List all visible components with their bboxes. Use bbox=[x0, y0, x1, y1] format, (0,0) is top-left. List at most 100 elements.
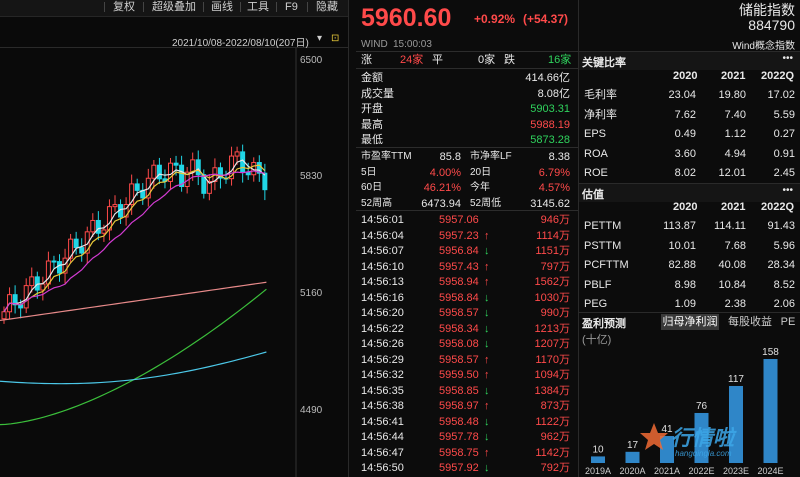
tick-time: 14:56:10 bbox=[361, 260, 404, 273]
y-tick-5160: 5160 bbox=[300, 288, 323, 299]
tick-row[interactable]: 14:56:07 5956.84 ↓ 1151万 bbox=[356, 243, 578, 259]
forecast-bar bbox=[694, 412, 709, 463]
tick-row[interactable]: 14:56:20 5958.57 ↓ 990万 bbox=[356, 305, 578, 321]
tick-price: 5958.08 bbox=[439, 338, 479, 350]
tick-volume: 1213万 bbox=[534, 322, 570, 335]
tick-row[interactable]: 14:56:10 5957.43 ↑ 797万 bbox=[356, 259, 578, 275]
tick-price: 5959.50 bbox=[439, 369, 479, 381]
valuation-year-header: 2020 2021 2022Q bbox=[579, 198, 800, 217]
toolbar-fuquan-button[interactable]: 复权 bbox=[113, 1, 135, 13]
forecast-bar-label: 158 bbox=[762, 347, 779, 358]
ratio-row: ROE 8.02 12.01 2.45 bbox=[579, 164, 800, 183]
candle-body bbox=[129, 183, 135, 206]
tick-price: 5958.85 bbox=[439, 384, 479, 397]
tick-row[interactable]: 14:56:35 5958.85 ↓ 1384万 bbox=[356, 383, 578, 399]
forecast-bar bbox=[625, 451, 640, 463]
ratio-value-2022q: 28.34 bbox=[767, 259, 795, 271]
tick-row[interactable]: 14:56:32 5959.50 ↑ 1094万 bbox=[356, 367, 578, 383]
tick-row[interactable]: 14:56:16 5958.84 ↓ 1030万 bbox=[356, 290, 578, 306]
forecast-bar bbox=[591, 456, 605, 463]
forecast-category-label: 2022E bbox=[688, 466, 714, 476]
lock-icon[interactable]: ⊡ bbox=[331, 33, 340, 44]
tick-time: 14:56:47 bbox=[361, 446, 404, 459]
tick-direction-icon: ↓ bbox=[484, 307, 490, 319]
tick-row[interactable]: 14:56:22 5958.34 ↓ 1213万 bbox=[356, 321, 578, 337]
tick-row[interactable]: 14:56:26 5958.08 ↓ 1207万 bbox=[356, 336, 578, 352]
valuation-label: 今年 bbox=[470, 182, 490, 193]
flat-label: 平 bbox=[432, 54, 443, 66]
tick-volume: 1114万 bbox=[536, 229, 570, 242]
candle-body bbox=[173, 162, 179, 166]
toolbar-overlay-button[interactable]: 超级叠加 bbox=[152, 1, 196, 13]
stat-row: 最高 5988.19 bbox=[356, 117, 578, 133]
tick-direction-icon: ↓ bbox=[484, 322, 490, 335]
toolbar-separator bbox=[143, 2, 144, 12]
divider bbox=[356, 51, 578, 52]
ratio-value-2022q: 2.45 bbox=[773, 167, 795, 179]
year-2021: 2021 bbox=[721, 201, 746, 213]
ratio-value-2020: 23.04 bbox=[668, 89, 696, 101]
tick-row[interactable]: 14:56:38 5958.97 ↑ 873万 bbox=[356, 398, 578, 414]
tick-volume: 1122万 bbox=[535, 415, 570, 428]
ratio-value-2021: 19.80 bbox=[718, 89, 746, 101]
ratio-value-2020: 1.09 bbox=[674, 298, 696, 310]
forecast-bar-chart: 10 2019A 17 2020A 41 2021A 76 2022E 117 2023E 158 2… bbox=[585, 347, 784, 476]
tick-row[interactable]: 14:56:01 5957.06 946万 bbox=[356, 212, 578, 228]
ratio-value-2020: 0.49 bbox=[674, 128, 696, 140]
ratio-value-2022q: 8.52 bbox=[773, 278, 795, 291]
forecast-bar-label: 117 bbox=[728, 374, 744, 385]
tick-row[interactable]: 14:56:13 5958.94 ↑ 1562万 bbox=[356, 274, 578, 290]
stat-row: 成交量 8.08亿 bbox=[356, 86, 578, 102]
valuation-value: 85.8 bbox=[439, 151, 461, 163]
candle-body bbox=[195, 159, 201, 176]
tick-row[interactable]: 14:56:50 5957.92 ↓ 792万 bbox=[356, 460, 578, 476]
stat-row: 金额 414.66亿 bbox=[356, 70, 578, 86]
valuation-value: 46.21% bbox=[423, 182, 461, 194]
tick-row[interactable]: 14:56:29 5958.57 ↑ 1170万 bbox=[356, 352, 578, 368]
tick-row[interactable]: 14:56:47 5958.75 ↑ 1142万 bbox=[356, 445, 578, 461]
divider bbox=[356, 210, 578, 211]
tick-volume: 962万 bbox=[540, 431, 570, 443]
toolbar-f9-button[interactable]: F9 bbox=[285, 1, 298, 13]
index-name: 储能指数 bbox=[739, 2, 795, 18]
toolbar-draw-line-button[interactable]: 画线 bbox=[211, 1, 233, 13]
kline-chart-svg bbox=[0, 48, 297, 477]
valuation-label: 52周高 bbox=[361, 197, 393, 209]
kline-chart-pane[interactable]: 复权 超级叠加 画线 工具 F9 隐藏 2021/10/08-2022/08/1… bbox=[0, 0, 349, 477]
ratio-label: ROA bbox=[584, 147, 608, 160]
tick-row[interactable]: 14:56:44 5957.78 ↓ 962万 bbox=[356, 429, 578, 445]
tick-row[interactable]: 14:56:41 5958.48 ↓ 1122万 bbox=[356, 414, 578, 430]
tab-eps[interactable]: 每股收益 bbox=[728, 316, 772, 328]
tab-net-profit[interactable]: 归母净利润 bbox=[661, 314, 719, 330]
tick-price: 5958.75 bbox=[439, 446, 479, 459]
forecast-title: 盈利预测 bbox=[582, 318, 626, 330]
valuation-value: 6473.94 bbox=[421, 197, 461, 210]
ratio-label: 毛利率 bbox=[584, 89, 617, 101]
tick-volume: 1384万 bbox=[534, 384, 570, 397]
stat-label: 开盘 bbox=[361, 103, 383, 115]
valuation-value: 3145.62 bbox=[530, 197, 570, 210]
more-icon[interactable]: ••• bbox=[782, 53, 793, 64]
tick-price: 5958.48 bbox=[439, 415, 479, 428]
tick-time: 14:56:26 bbox=[361, 338, 404, 350]
more-icon[interactable]: ••• bbox=[782, 185, 793, 196]
candle-body bbox=[51, 260, 57, 263]
toolbar-separator bbox=[104, 2, 105, 12]
ratio-value-2021: 40.08 bbox=[718, 259, 746, 271]
tick-direction-icon: ↓ bbox=[484, 291, 490, 304]
valuation-label: 20日 bbox=[470, 166, 492, 178]
tick-row[interactable]: 14:56:04 5957.23 ↑ 1114万 bbox=[356, 228, 578, 244]
toolbar-tools-button[interactable]: 工具 bbox=[247, 1, 269, 13]
ratio-value-2021: 7.68 bbox=[724, 239, 746, 252]
tab-pe[interactable]: PE bbox=[780, 316, 796, 328]
toolbar-hide-button[interactable]: 隐藏 bbox=[316, 1, 338, 13]
tick-price: 5958.34 bbox=[439, 322, 479, 335]
tick-price: 5958.57 bbox=[439, 307, 479, 319]
watermark: 行情啦 hangqingla.com bbox=[639, 418, 789, 468]
candle-body bbox=[151, 164, 157, 179]
ratio-year-header: 2020 2021 2022Q bbox=[579, 67, 800, 86]
candle-body bbox=[156, 164, 162, 180]
candle-body bbox=[57, 261, 62, 274]
date-range-dropdown-icon[interactable]: ▾ bbox=[317, 33, 323, 44]
change-percent: +0.92% bbox=[474, 12, 516, 26]
